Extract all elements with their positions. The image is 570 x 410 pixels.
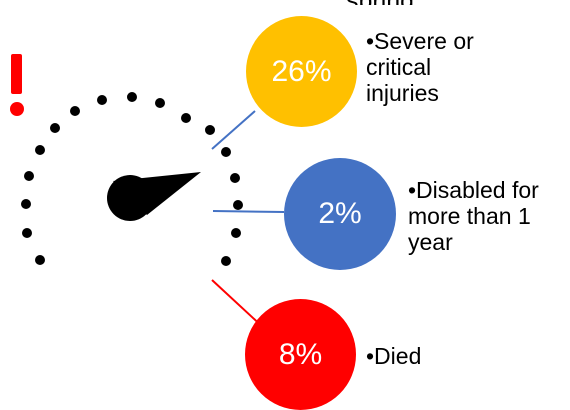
gauge-dot [22,228,32,238]
gauge-dot [231,228,241,238]
exclamation-dot [10,102,24,116]
connector-line-severe [211,110,256,150]
gauge-dots [21,92,243,266]
gauge-dot [50,123,60,133]
gauge-dot [70,106,80,116]
gauge-dot [233,200,243,210]
severe-injuries-label: •Severe or critical injuries [366,28,474,106]
gauge-dot [35,255,45,265]
severe-injuries-circle: 26% [246,16,357,127]
gauge-dot [155,98,165,108]
disabled-label: •Disabled for more than 1 year [408,177,539,255]
gauge-dot [230,173,240,183]
gauge-dot [221,147,231,157]
gauge-needle [113,172,201,215]
disabled-value: 2% [318,197,362,230]
gauge-dot [127,92,137,102]
gauge-dot [35,145,45,155]
cropped-heading: spring [346,0,414,5]
gauge-dot [24,171,34,181]
gauge-dot [205,125,215,135]
gauge-dot [221,256,231,266]
gauge-dot [97,95,107,105]
gauge-dot [21,199,31,209]
gauge-dot [181,113,191,123]
severe-injuries-value: 26% [271,54,332,88]
died-label: •Died [366,343,422,369]
exclamation-bar [11,54,22,94]
died-circle: 8% [245,299,356,410]
disabled-circle: 2% [284,158,396,270]
died-value: 8% [278,337,323,371]
connector-line-disabled [212,210,285,213]
